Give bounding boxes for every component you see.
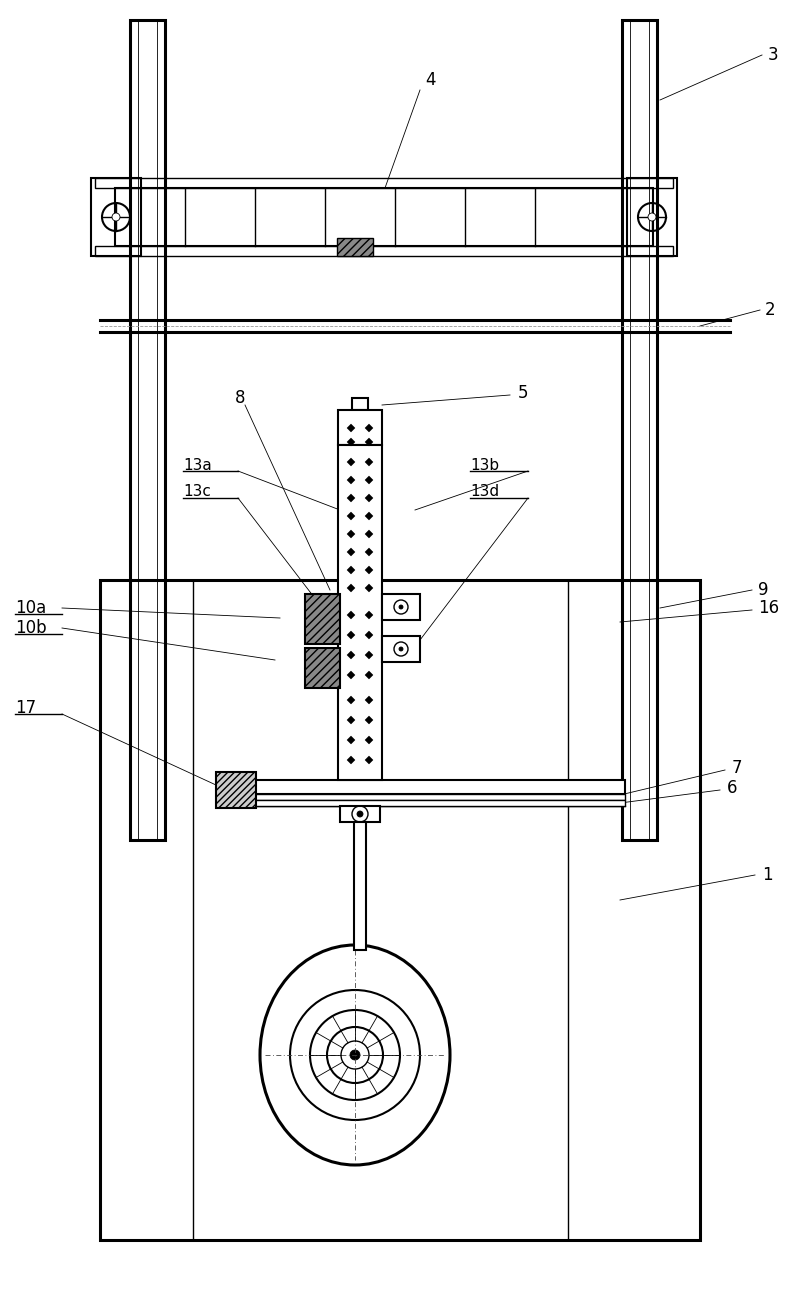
- Text: 10a: 10a: [15, 599, 46, 617]
- Polygon shape: [365, 696, 373, 704]
- Text: 17: 17: [15, 698, 36, 717]
- Text: 13b: 13b: [470, 457, 499, 473]
- Polygon shape: [365, 671, 373, 679]
- Polygon shape: [347, 458, 355, 466]
- Polygon shape: [347, 476, 355, 484]
- Circle shape: [399, 647, 403, 651]
- Polygon shape: [365, 531, 373, 538]
- Circle shape: [112, 213, 120, 221]
- Polygon shape: [347, 513, 355, 520]
- Polygon shape: [347, 423, 355, 432]
- Bar: [95, 247, 673, 256]
- Text: 13c: 13c: [183, 484, 211, 500]
- Polygon shape: [347, 584, 355, 593]
- Bar: [216, 772, 256, 808]
- Bar: [340, 806, 380, 822]
- Polygon shape: [365, 476, 373, 484]
- Polygon shape: [347, 717, 355, 724]
- Polygon shape: [347, 611, 355, 618]
- Bar: [91, 178, 141, 256]
- Circle shape: [648, 213, 656, 221]
- Polygon shape: [365, 547, 373, 556]
- Polygon shape: [365, 438, 373, 445]
- Polygon shape: [365, 651, 373, 658]
- Text: 7: 7: [732, 759, 742, 777]
- Bar: [382, 594, 420, 620]
- Polygon shape: [347, 494, 355, 502]
- Text: 8: 8: [234, 389, 246, 407]
- Bar: [382, 636, 420, 662]
- Polygon shape: [347, 547, 355, 556]
- Polygon shape: [365, 584, 373, 593]
- Bar: [352, 398, 368, 411]
- Polygon shape: [365, 513, 373, 520]
- Bar: [305, 594, 340, 644]
- Text: 4: 4: [425, 71, 435, 89]
- Text: 16: 16: [758, 599, 779, 617]
- Polygon shape: [365, 611, 373, 618]
- Text: 10b: 10b: [15, 618, 46, 636]
- Text: 1: 1: [762, 866, 773, 884]
- Polygon shape: [347, 631, 355, 639]
- Bar: [354, 822, 366, 950]
- Text: 9: 9: [758, 581, 769, 599]
- Bar: [337, 238, 373, 256]
- Bar: [230, 800, 625, 806]
- Text: 3: 3: [768, 46, 778, 65]
- Polygon shape: [365, 423, 373, 432]
- Bar: [115, 188, 653, 247]
- Bar: [100, 580, 700, 1239]
- Polygon shape: [347, 736, 355, 744]
- Polygon shape: [365, 631, 373, 639]
- Bar: [305, 648, 340, 688]
- Text: 5: 5: [518, 383, 529, 402]
- Circle shape: [399, 605, 403, 609]
- Circle shape: [350, 1050, 360, 1060]
- Polygon shape: [365, 458, 373, 466]
- Bar: [338, 445, 382, 780]
- Bar: [338, 411, 382, 445]
- Polygon shape: [347, 531, 355, 538]
- Text: 13a: 13a: [183, 457, 212, 473]
- Text: 6: 6: [727, 778, 738, 797]
- Bar: [630, 19, 649, 840]
- Polygon shape: [365, 565, 373, 574]
- Bar: [130, 19, 165, 840]
- Bar: [230, 780, 625, 794]
- Polygon shape: [365, 717, 373, 724]
- Polygon shape: [347, 696, 355, 704]
- Text: 13d: 13d: [470, 484, 499, 500]
- Polygon shape: [347, 757, 355, 764]
- Polygon shape: [347, 671, 355, 679]
- Polygon shape: [347, 651, 355, 658]
- Text: 2: 2: [765, 301, 776, 319]
- Polygon shape: [365, 494, 373, 502]
- Bar: [95, 178, 673, 188]
- Polygon shape: [347, 438, 355, 445]
- Bar: [622, 19, 657, 840]
- Bar: [230, 794, 625, 800]
- Bar: [627, 178, 677, 256]
- Polygon shape: [365, 736, 373, 744]
- Polygon shape: [347, 565, 355, 574]
- Circle shape: [357, 811, 363, 817]
- Bar: [138, 19, 157, 840]
- Polygon shape: [365, 757, 373, 764]
